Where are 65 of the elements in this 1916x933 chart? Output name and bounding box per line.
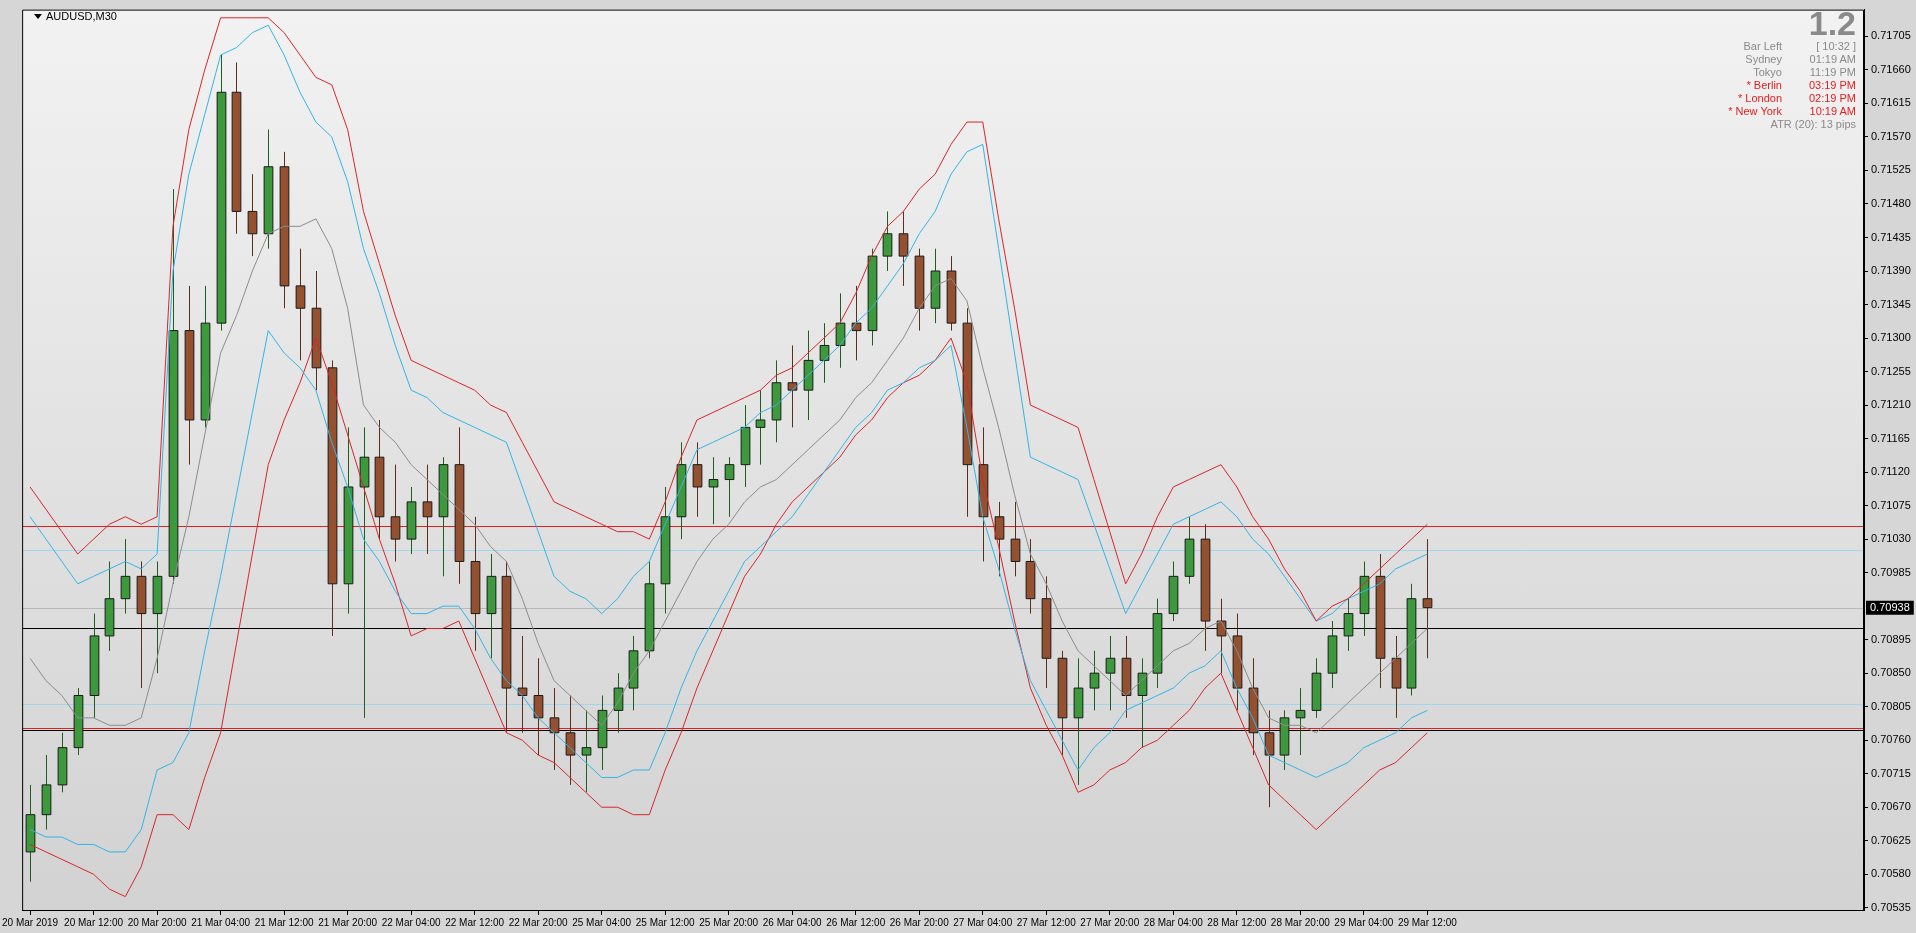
x-tick-label: 29 Mar 04:00 [1334, 916, 1394, 928]
x-tick-label: 22 Mar 04:00 [381, 916, 442, 928]
y-tick-label: 0.71345 [1871, 297, 1911, 310]
y-tick-label: 0.70895 [1871, 632, 1911, 645]
y-tick-label: 0.70535 [1871, 900, 1911, 913]
y-tick-label: 0.71165 [1871, 431, 1910, 444]
x-tick-label: 20 Mar 2019 [2, 916, 59, 928]
annotation: 10:19 AM [1808, 105, 1856, 118]
y-tick-label: 0.71210 [1871, 398, 1911, 411]
x-tick-label: 28 Mar 20:00 [1270, 916, 1331, 928]
ref-line-label: 0.70938 [1870, 600, 1910, 613]
y-tick-label: 0.71300 [1871, 331, 1911, 344]
y-tick-label: 0.71030 [1871, 532, 1911, 545]
annotation: 01:19 AM [1808, 53, 1856, 66]
x-tick-label: 21 Mar 04:00 [191, 916, 251, 928]
y-tick-label: 0.71660 [1871, 62, 1911, 75]
y-tick-label: 0.70670 [1871, 800, 1911, 813]
x-tick-label: 26 Mar 04:00 [762, 916, 823, 928]
chart-title: AUDUSD,M30 [46, 10, 117, 22]
annotation: 03:19 PM [1807, 79, 1856, 92]
annotation: Bar Left [1742, 40, 1782, 53]
x-tick-label: 26 Mar 20:00 [889, 916, 950, 928]
y-tick-label: 0.71075 [1871, 498, 1911, 511]
x-tick-label: 27 Mar 12:00 [1016, 916, 1077, 928]
x-tick-label: 28 Mar 12:00 [1207, 916, 1267, 928]
annotation: [ 10:32 ] [1815, 40, 1856, 53]
x-tick-label: 29 Mar 12:00 [1397, 916, 1458, 928]
y-tick-label: 0.70760 [1871, 733, 1911, 746]
x-tick-label: 25 Mar 20:00 [699, 916, 759, 928]
x-tick-label: 25 Mar 04:00 [572, 916, 632, 928]
annotation: 1.2 [1807, 4, 1856, 42]
annotation: * Berlin [1745, 79, 1782, 92]
y-tick-label: 0.71705 [1871, 29, 1911, 42]
y-tick-label: 0.70625 [1871, 833, 1911, 846]
x-tick-label: 25 Mar 12:00 [635, 916, 696, 928]
annotation: * New York [1727, 105, 1782, 118]
annotation: Tokyo [1752, 66, 1782, 79]
y-tick-label: 0.71120 [1871, 465, 1910, 478]
y-tick-label: 0.71480 [1871, 197, 1911, 210]
x-tick-label: 22 Mar 12:00 [445, 916, 505, 928]
x-tick-label: 22 Mar 20:00 [508, 916, 569, 928]
y-tick-label: 0.71615 [1871, 96, 1911, 109]
y-tick-label: 0.71255 [1871, 364, 1911, 377]
x-tick-label: 20 Mar 20:00 [127, 916, 187, 928]
x-tick-label: 27 Mar 20:00 [1080, 916, 1140, 928]
x-tick-label: 26 Mar 12:00 [826, 916, 886, 928]
y-tick-label: 0.71435 [1871, 230, 1911, 243]
x-tick-label: 27 Mar 04:00 [953, 916, 1013, 928]
annotation: 02:19 PM [1807, 92, 1856, 105]
annotation: ATR (20): 13 pips [1769, 118, 1856, 131]
x-tick-label: 21 Mar 20:00 [318, 916, 378, 928]
y-tick-label: 0.70580 [1871, 867, 1911, 880]
y-tick-label: 0.71525 [1871, 163, 1911, 176]
x-tick-label: 20 Mar 12:00 [64, 916, 124, 928]
annotation: * London [1736, 92, 1782, 105]
y-tick-label: 0.70715 [1871, 766, 1911, 779]
y-tick-label: 0.71570 [1871, 129, 1911, 142]
annotation: Sydney [1744, 53, 1782, 66]
y-tick-label: 0.71390 [1871, 264, 1911, 277]
x-tick-label: 28 Mar 04:00 [1143, 916, 1204, 928]
y-tick-label: 0.70805 [1871, 699, 1911, 712]
y-tick-label: 0.70850 [1871, 666, 1911, 679]
x-tick-label: 21 Mar 12:00 [254, 916, 315, 928]
annotation: 11:19 PM [1808, 66, 1856, 79]
y-tick-label: 0.70985 [1871, 565, 1911, 578]
